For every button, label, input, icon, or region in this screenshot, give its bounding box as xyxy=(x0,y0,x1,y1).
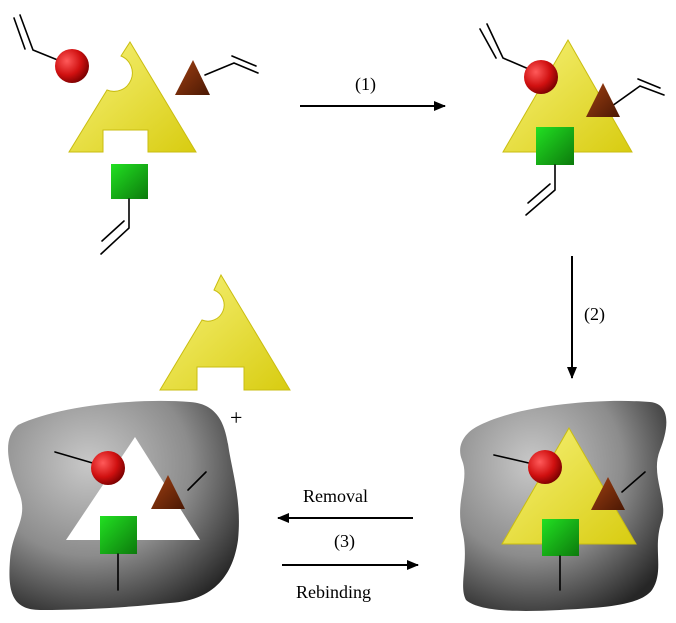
polymer-bond xyxy=(54,451,97,465)
sphere-monomer xyxy=(528,450,562,484)
template-molecule-released xyxy=(159,273,291,391)
cube-monomer xyxy=(100,516,137,554)
vinyl-bond xyxy=(611,78,665,107)
vinyl-bond xyxy=(204,55,259,76)
label-rebinding: Rebinding xyxy=(296,582,371,602)
sphere-monomer xyxy=(91,451,125,485)
vinyl-bond xyxy=(100,198,130,255)
triangle-monomer xyxy=(586,83,620,117)
polymer-bond xyxy=(493,454,534,465)
label-step3: (3) xyxy=(334,531,355,552)
label-step1: (1) xyxy=(355,74,376,95)
triangle-monomer xyxy=(175,60,210,95)
triangle-monomer xyxy=(151,475,185,509)
vinyl-bond xyxy=(525,164,556,216)
triangle-monomer xyxy=(591,477,625,510)
plus-sign: + xyxy=(230,405,242,430)
template-molecule-free xyxy=(68,41,197,153)
sphere-monomer xyxy=(55,49,89,83)
cube-monomer xyxy=(536,127,574,165)
vinyl-bond xyxy=(479,23,539,74)
label-step2: (2) xyxy=(584,304,605,325)
label-removal: Removal xyxy=(303,486,368,506)
polymer-bond xyxy=(621,471,646,493)
polymer-bond xyxy=(187,471,207,491)
sphere-monomer xyxy=(524,60,558,94)
cube-monomer xyxy=(542,519,579,556)
cube-monomer xyxy=(111,164,148,199)
empty-cavity xyxy=(66,437,200,540)
